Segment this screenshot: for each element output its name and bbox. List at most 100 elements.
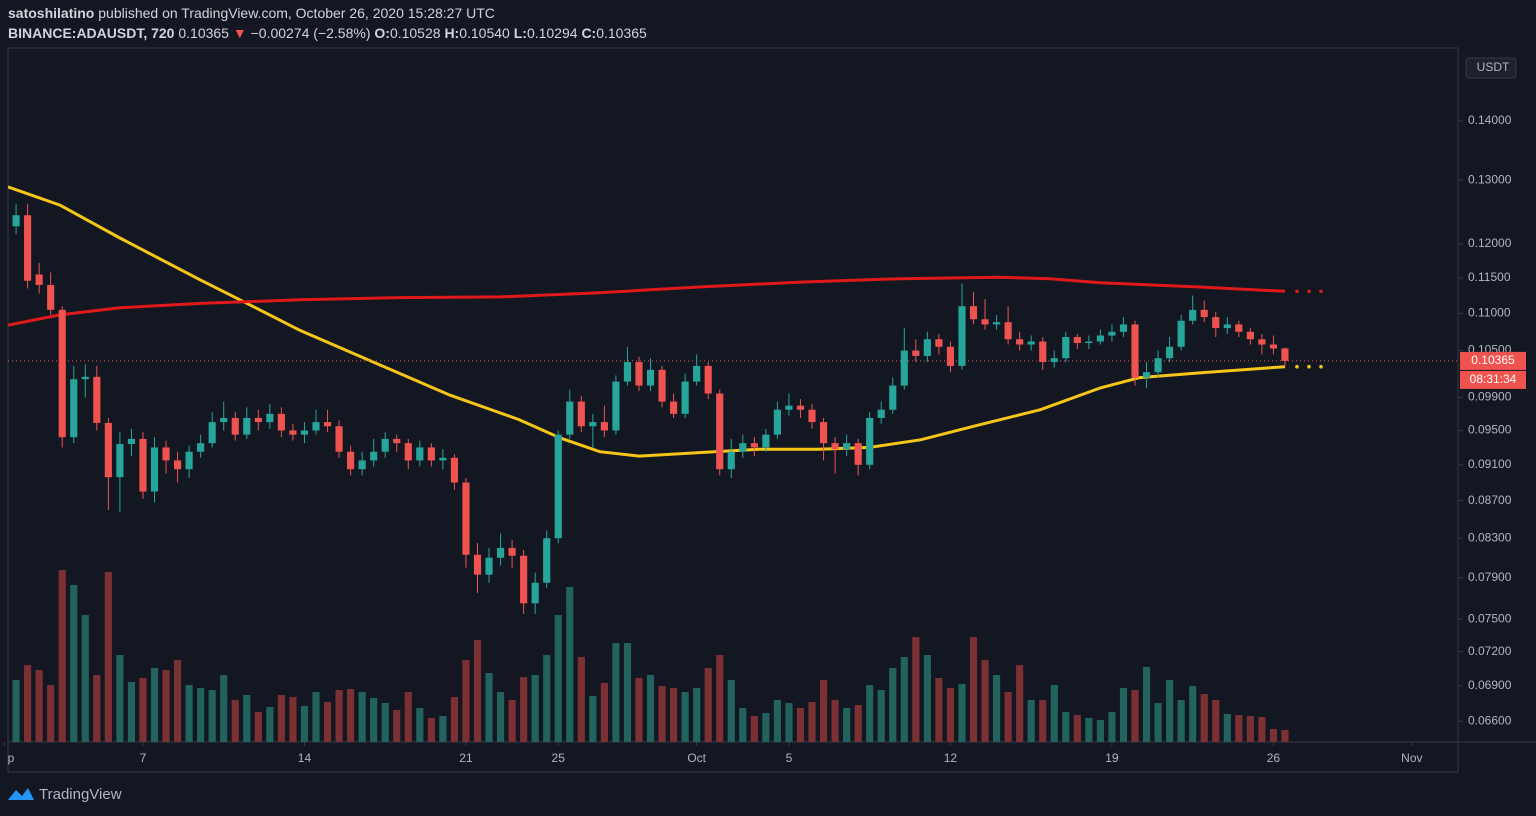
ma-projection xyxy=(1307,289,1311,294)
y-tick-label: 0.08300 xyxy=(1468,530,1512,544)
candle-body xyxy=(47,284,55,310)
candle-body xyxy=(900,350,908,386)
volume-bar xyxy=(47,685,55,742)
volume-bar xyxy=(520,677,528,742)
candle-body xyxy=(347,451,355,470)
candle-body xyxy=(969,306,978,320)
volume-bar xyxy=(347,689,355,742)
volume-bar xyxy=(554,615,562,742)
volume-bar xyxy=(1212,700,1220,742)
candle-body xyxy=(1027,341,1035,345)
candle-body xyxy=(12,215,20,227)
candle-body xyxy=(185,451,193,470)
volume-bar xyxy=(300,706,309,742)
volume-bar xyxy=(762,713,770,742)
candle-body xyxy=(739,443,747,452)
candle-body xyxy=(520,555,528,604)
volume-bar xyxy=(150,668,159,742)
volume-bar xyxy=(796,708,805,742)
volume-bar xyxy=(1050,685,1058,742)
candle-body xyxy=(393,438,401,444)
candle-body xyxy=(623,362,632,382)
volume-bar xyxy=(358,692,366,742)
candle-body xyxy=(289,430,297,435)
candle-body xyxy=(58,309,66,438)
candle-body xyxy=(1131,324,1139,378)
volume-bar xyxy=(854,705,862,742)
candle-body xyxy=(1039,341,1047,363)
volume-bar xyxy=(889,668,897,742)
candle-body xyxy=(935,339,943,347)
footer-brand[interactable]: TradingView xyxy=(39,786,122,803)
candle-body xyxy=(1269,344,1278,349)
volume-bar xyxy=(1108,712,1116,742)
volume-bar xyxy=(427,718,435,742)
volume-bar xyxy=(658,686,666,742)
candle-body xyxy=(681,381,689,414)
candle-body xyxy=(485,557,493,575)
moving-average xyxy=(8,275,1286,327)
candle-body xyxy=(589,422,597,427)
volume-bar xyxy=(646,675,655,742)
candle-body xyxy=(819,422,828,444)
volume-bar xyxy=(312,692,320,742)
candle-body xyxy=(854,443,862,465)
volume-bar xyxy=(496,692,505,742)
candle-body xyxy=(1142,372,1151,378)
volume-bar xyxy=(370,698,378,742)
candle-body xyxy=(323,422,332,427)
last-price-label: 0.10365 xyxy=(1471,353,1515,367)
x-tick-label: 5 xyxy=(786,751,793,765)
candle-body xyxy=(1281,348,1289,361)
candle-body xyxy=(635,362,643,386)
volume-bar xyxy=(243,695,251,742)
candle-body xyxy=(104,422,112,478)
candle-body xyxy=(277,413,285,431)
volume-bar xyxy=(173,660,182,742)
candle-body xyxy=(162,447,170,461)
candle-body xyxy=(243,417,251,435)
candle-body xyxy=(923,339,931,356)
publish-line: satoshilatino published on TradingView.c… xyxy=(8,5,495,21)
volume-bar xyxy=(693,688,701,742)
change: −0.00274 (−2.58%) xyxy=(251,25,371,41)
volume-bar xyxy=(912,637,920,742)
currency[interactable]: USDT xyxy=(1477,60,1510,74)
volume-bar xyxy=(1281,730,1289,742)
volume-bar xyxy=(785,703,793,742)
candle-body xyxy=(1085,341,1093,344)
candle-body xyxy=(1177,320,1185,347)
x-tick-label: Nov xyxy=(1401,751,1422,765)
ohlc-label: C: xyxy=(581,25,596,41)
volume-bar xyxy=(969,637,978,742)
volume-bar xyxy=(600,683,608,742)
ohlc-value: 0.10294 xyxy=(527,25,578,41)
volume-bar xyxy=(635,678,643,742)
logo-icon[interactable] xyxy=(8,788,34,800)
y-tick-label: 0.13000 xyxy=(1468,172,1512,186)
currency-box[interactable] xyxy=(1465,57,1517,79)
candle-body xyxy=(773,409,781,435)
candle-body xyxy=(1235,324,1243,332)
candle-body xyxy=(566,401,574,435)
candle-body xyxy=(612,381,620,431)
ohlc-label: L: xyxy=(514,25,527,41)
y-tick-label: 0.11000 xyxy=(1468,306,1511,320)
candle-body xyxy=(831,443,839,450)
volume-bar xyxy=(935,678,943,742)
footer-logo[interactable]: TradingView xyxy=(8,786,122,803)
volume-bar xyxy=(704,668,712,742)
last-price-box xyxy=(1460,351,1526,370)
candle-body xyxy=(127,438,136,445)
volume-bar xyxy=(1258,717,1266,742)
y-tick-label: 0.07500 xyxy=(1468,611,1512,625)
candle-body xyxy=(116,444,124,478)
x-tick-label: Oct xyxy=(687,751,706,765)
candle-body xyxy=(220,417,228,423)
volume-bar xyxy=(623,643,632,742)
volume-bar xyxy=(1131,690,1139,742)
ohlc-label: O: xyxy=(374,25,390,41)
volume-bar xyxy=(58,570,66,742)
volume-bar xyxy=(450,697,458,742)
volume-bar xyxy=(473,640,482,742)
